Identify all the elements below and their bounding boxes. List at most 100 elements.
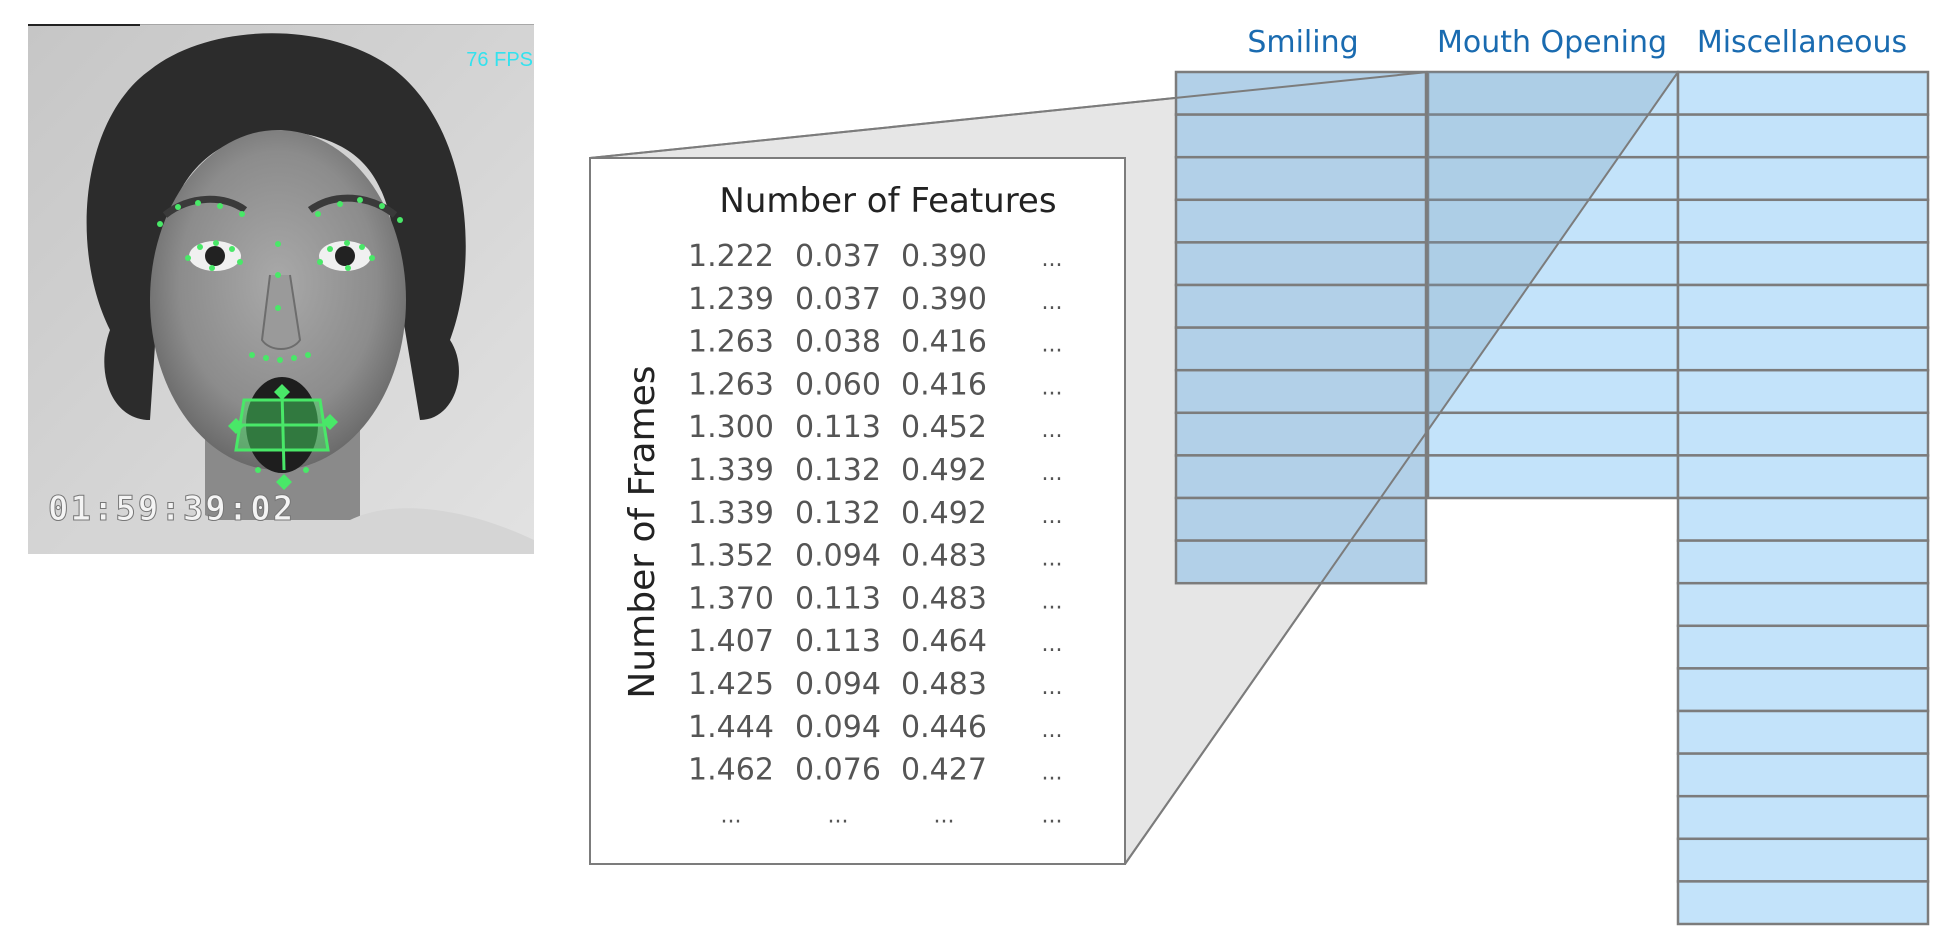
matrix-cell: ... [1042, 547, 1063, 572]
shoulders-shape [60, 507, 534, 554]
matrix-cell: 0.094 [795, 667, 881, 702]
callout-edge-bottom [1124, 71, 1679, 865]
matrix-cell: 0.452 [901, 410, 987, 445]
frame-cell [1676, 539, 1930, 585]
sequence-block-mouth-opening [1426, 70, 1680, 500]
matrix-cell: 0.037 [795, 282, 881, 317]
frame-cell [1676, 113, 1930, 159]
matrix-cell: 0.132 [795, 496, 881, 531]
matrix-cell: 0.094 [795, 539, 881, 574]
matrix-cell: 1.370 [688, 581, 774, 616]
fps-label: 76 FPS [466, 49, 533, 71]
frame-cell [1676, 581, 1930, 628]
matrix-cell: 1.222 [688, 239, 774, 274]
matrix-cell: ... [1042, 632, 1063, 657]
right-pupil [335, 246, 355, 266]
frame-cell [1174, 155, 1428, 202]
matrix-cell: 0.076 [795, 753, 881, 788]
block-label-miscellaneous: Miscellaneous [1697, 25, 1907, 60]
block-label-smiling: Smiling [1247, 25, 1358, 60]
matrix-cell: 0.038 [795, 325, 881, 360]
matrix-cell: 0.390 [901, 282, 987, 317]
matrix-cell: 1.239 [688, 282, 774, 317]
matrix-cell: ... [1042, 375, 1063, 400]
matrix-cell: ... [1042, 333, 1063, 358]
matrix-cell: 1.263 [688, 367, 774, 402]
right-eyebrow [307, 194, 398, 218]
feature-matrix-panel: Number of Features Number of Frames 1.22… [589, 157, 1126, 865]
left-pupil [205, 246, 225, 266]
frame-cell [1676, 70, 1930, 116]
facial-landmarks [157, 197, 403, 473]
callout-edge-top [589, 71, 1429, 159]
frame-cell [1174, 283, 1428, 329]
matrix-cell: 0.446 [901, 710, 987, 745]
frame-cell [1174, 454, 1428, 500]
frame-cell [1676, 155, 1930, 202]
frame-cell [1676, 241, 1930, 287]
frame-cell [1174, 368, 1428, 415]
matrix-cell: 1.339 [688, 496, 774, 531]
matrix-cell: ... [1042, 418, 1063, 443]
matrix-cell: 1.300 [688, 410, 774, 445]
matrix-cell: 0.483 [901, 581, 987, 616]
frame-cell [1676, 837, 1930, 883]
frame-cell [1174, 411, 1428, 457]
matrix-cell: 0.464 [901, 624, 987, 659]
timecode-overlay: 01:59:39:02 [48, 489, 295, 529]
block-label-mouth-opening: Mouth Opening [1437, 25, 1667, 60]
matrix-cell: 0.427 [901, 753, 987, 788]
matrix-rows: 1.222 0.037 0.390 ... 1.239 0.037 0.390 ... 1.26… [688, 239, 1062, 828]
matrix-cell: ... [1042, 461, 1063, 486]
frame-cell [1174, 496, 1428, 542]
frame-cell [1676, 667, 1930, 713]
frame-cell [1676, 709, 1930, 755]
frame-cell [1426, 411, 1680, 457]
frame-cell [1676, 624, 1930, 670]
matrix-cell: 0.416 [901, 367, 987, 402]
matrix-cell: 0.113 [795, 624, 881, 659]
frame-cell [1676, 198, 1930, 244]
nose-shape [260, 274, 302, 350]
frame-cell [1426, 368, 1680, 415]
matrix-cell: ... [1042, 290, 1063, 315]
matrix-cell: ... [1042, 504, 1063, 529]
matrix-cell: ... [1042, 761, 1063, 786]
frame-cell [1676, 411, 1930, 457]
frame-cell [1426, 113, 1680, 159]
hair-shape [86, 33, 466, 420]
matrix-cell: ... [1042, 589, 1063, 614]
matrix-cell: ... [1042, 675, 1063, 700]
frame-cell [1676, 368, 1930, 415]
matrix-cell: 0.390 [901, 239, 987, 274]
frame-cell [1676, 880, 1930, 926]
matrix-cell: 0.483 [901, 667, 987, 702]
matrix-cell: 0.132 [795, 453, 881, 488]
frame-cell [1676, 326, 1930, 372]
frame-cell [1174, 539, 1428, 585]
matrix-cell: ... [721, 803, 742, 828]
matrix-cell: 0.483 [901, 539, 987, 574]
matrix-cell: 1.352 [688, 539, 774, 574]
frame-cell [1676, 794, 1930, 841]
matrix-cell: 0.113 [795, 410, 881, 445]
matrix-cell: 0.060 [795, 367, 881, 402]
matrix-cell: 1.407 [688, 624, 774, 659]
matrix-cell: ... [1042, 247, 1063, 272]
frame-cell [1174, 326, 1428, 372]
matrix-cell: ... [1042, 803, 1063, 828]
sequence-block-miscellaneous [1676, 70, 1930, 926]
mouth-tracking-mesh [228, 384, 338, 490]
matrix-cell: 1.263 [688, 325, 774, 360]
matrix-cell: 0.113 [795, 581, 881, 616]
matrix-cell: ... [1042, 718, 1063, 743]
matrix-cell: 0.492 [901, 453, 987, 488]
frame-cell [1174, 241, 1428, 287]
frame-cell [1426, 198, 1680, 244]
matrix-cell: 1.444 [688, 710, 774, 745]
matrix-cell: 0.094 [795, 710, 881, 745]
matrix-column-header: Number of Features [719, 181, 1056, 221]
video-frame [28, 24, 534, 554]
frame-cell [1174, 198, 1428, 244]
